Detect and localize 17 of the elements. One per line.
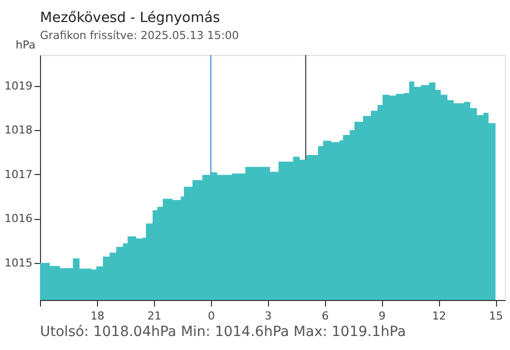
y-tick-label: 1015 (4, 256, 32, 270)
x-tick-label: 6 (322, 310, 329, 322)
x-tick-label: 3 (264, 310, 272, 322)
x-tick-label: 12 (432, 310, 446, 322)
y-tick-label: 1017 (4, 168, 32, 181)
x-tick-label: 9 (378, 310, 386, 322)
x-tick-label: 21 (147, 310, 162, 322)
x-tick-label: 15 (489, 310, 504, 322)
y-tick-label: 1019 (4, 79, 32, 92)
x-tick-label: 0 (208, 310, 215, 322)
text: Utolsó: 1018.04hPa Min: 1014.6hPa Max: 1019.1hPa (40, 324, 406, 340)
y-tick-label: 1016 (4, 212, 32, 226)
chart-title: Mezőkövesd - Légnyomás (40, 10, 220, 26)
y-tick-label: 1018 (4, 124, 32, 137)
x-tick-label: 18 (90, 310, 104, 322)
chart-subtitle: Grafikon frissítve: 2025.05.13 15:00 (40, 29, 239, 42)
y-axis-title: hPa (16, 38, 36, 52)
